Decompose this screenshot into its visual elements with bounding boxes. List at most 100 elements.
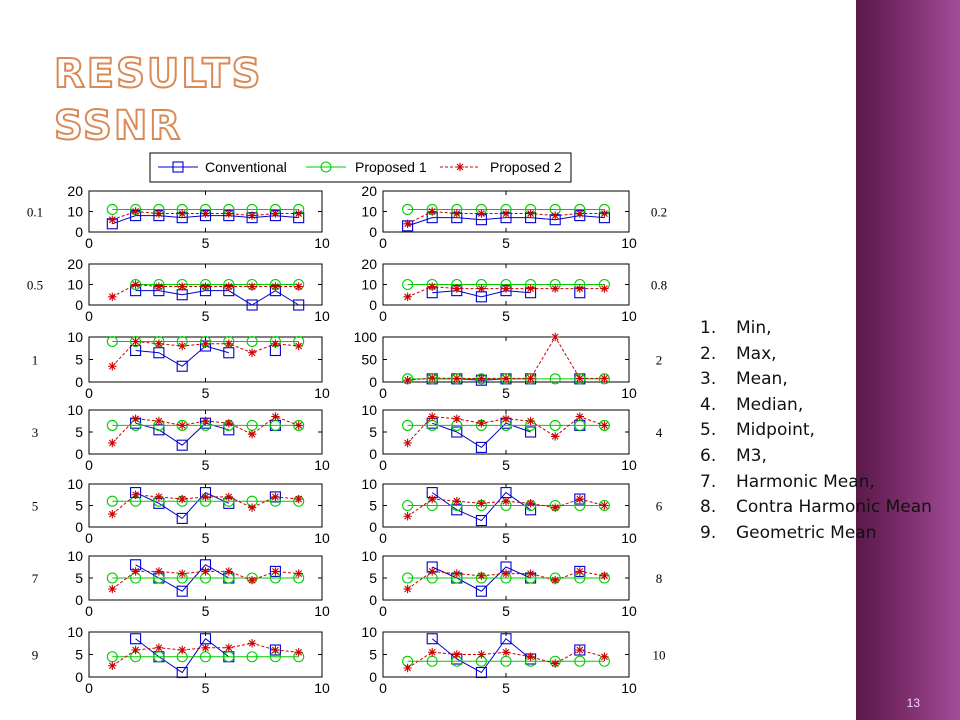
data-point-square (176, 666, 188, 679)
x-tick-label: 10 (314, 530, 330, 546)
y-tick-label: 5 (75, 647, 83, 663)
data-point-star (131, 280, 140, 289)
y-tick-label: 10 (361, 402, 377, 418)
x-tick-label: 0 (85, 680, 93, 696)
x-tick-label: 10 (314, 603, 330, 619)
series-line-star (111, 416, 299, 444)
data-point-square (475, 666, 487, 679)
noise-level-label: 1 (32, 353, 39, 368)
method-item: 5. Midpoint, (700, 418, 932, 444)
data-point-square (525, 426, 537, 438)
y-tick-label: 0 (369, 297, 377, 313)
x-tick-label: 5 (202, 385, 210, 401)
subplot-9: 0 5 10 0 5 10 9 (32, 624, 330, 696)
noise-level-label: 0.1 (27, 205, 43, 220)
data-point-circle (106, 572, 118, 584)
data-point-star (551, 503, 560, 512)
subplot-7: 0 5 10 0 5 10 7 (32, 548, 330, 619)
y-tick-label: 10 (361, 624, 377, 640)
data-point-square (246, 299, 258, 311)
data-point-star (154, 492, 164, 502)
data-point-star (526, 374, 535, 383)
y-tick-label: 50 (361, 352, 377, 368)
method-number: 7. (700, 471, 717, 492)
data-point-star (403, 512, 412, 521)
data-point-star (575, 494, 584, 504)
data-point-star (600, 209, 609, 218)
y-tick-label: 10 (361, 548, 377, 564)
legend-frame (149, 152, 572, 183)
subplot-1: 0 5 10 0 5 10 1 (32, 329, 330, 401)
data-point-star (271, 209, 280, 218)
data-point-star (501, 374, 511, 383)
data-point-star (600, 571, 609, 580)
data-point-square (269, 644, 281, 656)
y-tick-label: 10 (361, 204, 377, 220)
x-tick-label: 0 (379, 235, 387, 251)
data-point-star (600, 284, 609, 293)
y-tick-label: 0 (75, 669, 83, 685)
data-point-square (475, 585, 487, 597)
noise-level-label: 9 (32, 648, 39, 663)
method-item: 2. Max, (700, 342, 932, 368)
method-label: Contra Harmonic Mean (736, 497, 932, 518)
data-point-star (477, 374, 486, 383)
x-tick-label: 5 (502, 680, 510, 696)
x-tick-label: 10 (621, 603, 637, 619)
data-point-star (452, 650, 461, 659)
data-point-star (178, 282, 187, 291)
data-point-star (108, 584, 117, 594)
y-tick-label: 0 (369, 669, 377, 685)
legend-label: Conventional (205, 159, 287, 175)
legend-label: Proposed 1 (355, 159, 427, 175)
x-tick-label: 10 (621, 457, 637, 473)
data-point-circle (598, 373, 610, 385)
series-line-square (432, 422, 531, 449)
x-tick-label: 5 (502, 235, 510, 251)
page-number: 13 (906, 696, 920, 710)
method-item: 7. Harmonic Mean, (700, 470, 932, 496)
data-point-star (178, 341, 187, 351)
y-tick-label: 20 (361, 183, 377, 199)
data-point-star (178, 569, 187, 578)
data-point-star (477, 284, 486, 293)
x-tick-label: 0 (85, 457, 93, 473)
data-point-square (176, 585, 188, 597)
noise-level-label: 0.8 (651, 278, 667, 293)
data-point-square (176, 360, 188, 372)
data-point-star (452, 569, 461, 578)
data-point-circle (475, 373, 487, 385)
data-point-circle (402, 419, 414, 431)
data-point-star (452, 374, 461, 383)
x-tick-label: 5 (502, 530, 510, 546)
data-point-star (271, 492, 280, 502)
data-point-star (108, 438, 117, 448)
x-tick-label: 0 (379, 530, 387, 546)
x-tick-label: 0 (379, 385, 387, 401)
data-point-star (131, 207, 140, 216)
method-item: 4. Median, (700, 393, 932, 419)
y-tick-label: 0 (75, 297, 83, 313)
data-point-star (551, 332, 560, 342)
data-point-square (176, 512, 188, 524)
method-label: Min, (736, 318, 772, 338)
data-point-star (477, 499, 486, 508)
data-point-star (294, 494, 303, 504)
method-item: 9. Geometric Mean (700, 521, 932, 547)
x-tick-label: 5 (202, 530, 210, 546)
y-tick-label: 5 (369, 424, 377, 440)
y-tick-label: 0 (369, 224, 377, 240)
data-point-star (551, 659, 560, 668)
x-tick-label: 0 (85, 235, 93, 251)
y-tick-label: 0 (75, 224, 83, 240)
data-point-star (108, 362, 117, 371)
method-label: M3, (736, 445, 767, 466)
x-tick-label: 10 (621, 530, 637, 546)
x-tick-label: 5 (202, 603, 210, 619)
data-point-star (526, 209, 535, 218)
data-point-star (224, 282, 233, 291)
data-point-star (477, 419, 486, 428)
